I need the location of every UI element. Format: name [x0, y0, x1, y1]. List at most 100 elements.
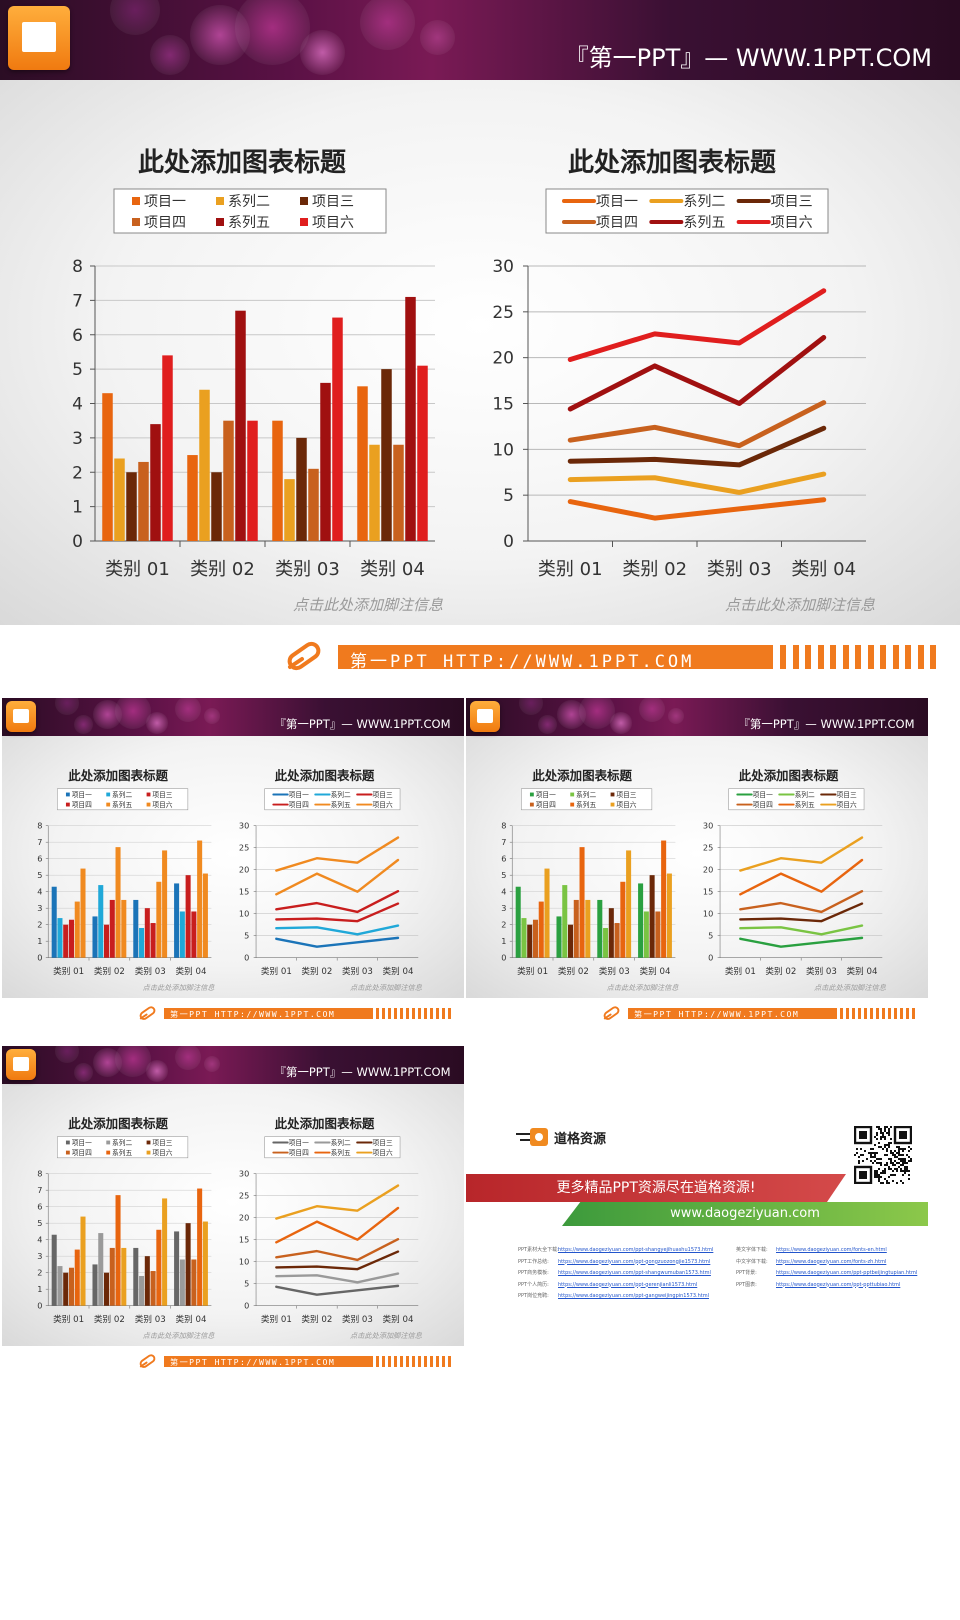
line-ytick-label: 15	[703, 887, 713, 897]
promo-link-row[interactable]: PPT背景: https://www.daogeziyuan.com/ppt-pp…	[736, 1269, 917, 1276]
slide-green: 『第一PPT』— WWW.1PPT.COM 此处添加图表标题 此处添加图表标题 项目一…	[466, 698, 928, 1032]
footer-stripe	[382, 1007, 386, 1020]
promo-link-row[interactable]: PPT素材大全下载:https://www.daogeziyuan.com/pp…	[518, 1246, 713, 1253]
daoge-logo-icon	[516, 1128, 548, 1146]
promo-link-url[interactable]: https://www.daogeziyuan.com/fonts-en.htm…	[776, 1247, 887, 1253]
line-xtick-label: 类别 01	[538, 559, 603, 580]
bar	[626, 850, 632, 958]
bar	[247, 420, 258, 541]
bar-ytick-label: 3	[501, 903, 506, 913]
line-ytick-label: 10	[239, 909, 249, 919]
bar-footnote: 点击此处添加脚注信息	[293, 596, 444, 614]
footer-stripe	[917, 645, 924, 669]
legend-swatch	[106, 802, 111, 807]
promo-link-url[interactable]: https://www.daogeziyuan.com/ppt-ppttubia…	[776, 1281, 901, 1288]
promo-link-url[interactable]: https://www.daogeziyuan.com/ppt-pptbeiji…	[776, 1270, 918, 1276]
footer-stripe	[400, 1355, 404, 1368]
legend-swatch	[106, 1140, 111, 1145]
legend-label: 系列二	[228, 194, 270, 210]
legend-swatch	[65, 802, 70, 807]
slide-blue: 『第一PPT』— WWW.1PPT.COM 此处添加图表标题 此处添加图表标题 项目一…	[2, 698, 464, 1032]
footer-stripe	[900, 1007, 904, 1020]
bar-chart-title: 此处添加图表标题	[138, 148, 347, 178]
legend-label: 项目一	[144, 194, 186, 210]
line-ytick-label: 10	[703, 909, 713, 919]
bar	[102, 393, 113, 541]
promo-link-row[interactable]: PPT商务模板: https://www.daogeziyuan.com/ppt-…	[518, 1269, 711, 1276]
promo-link-url[interactable]: https://www.daogeziyuan.com/ppt-shangwum…	[558, 1270, 711, 1276]
line-series	[739, 924, 864, 936]
footer-stripe	[894, 1007, 898, 1020]
bar-xtick-label: 类别 02	[190, 559, 255, 580]
bar	[98, 885, 104, 958]
footer-stripe	[817, 645, 824, 669]
line-chart-title: 此处添加图表标题	[568, 148, 777, 178]
legend-label: 系列五	[331, 800, 351, 809]
bar	[562, 885, 568, 958]
legend-swatch	[216, 218, 224, 226]
footer-stripe	[442, 1007, 446, 1020]
promo-link-row[interactable]: PPT个人简历: https://www.daogeziyuan.com/ppt-…	[518, 1281, 697, 1288]
bar-chart-title: 此处添加图表标题	[532, 768, 632, 784]
promo-link-row[interactable]: PPT工作总结: https://www.daogeziyuan.com/ppt-…	[518, 1258, 710, 1265]
footer-stripe	[436, 1355, 440, 1368]
bar	[197, 840, 203, 958]
bar	[98, 1233, 104, 1306]
bar	[150, 1271, 156, 1306]
line-xtick-label: 类别 03	[707, 559, 772, 580]
promo-link-row[interactable]: 中文字体下载: https://www.daogeziyuan.com/fonts…	[736, 1258, 886, 1265]
line-footnote: 点击此处添加脚注信息	[725, 596, 876, 614]
footer-url: 第一PPT HTTP://WWW.1PPT.COM	[350, 652, 695, 672]
bar	[643, 911, 649, 958]
bar-ytick-label: 0	[37, 953, 42, 963]
bar	[156, 1229, 162, 1306]
promo-link-label: PPT个人简历:	[518, 1281, 549, 1288]
bar	[521, 918, 527, 958]
promo-link-row[interactable]: PPT图表: https://www.daogeziyuan.com/ppt-pp…	[736, 1281, 900, 1288]
promo-link-url[interactable]: https://www.daogeziyuan.com/fonts-zh.htm…	[776, 1258, 887, 1265]
promo-link-url[interactable]: https://www.daogeziyuan.com/ppt-shangyej…	[558, 1247, 714, 1253]
bar	[202, 873, 208, 958]
legend-label: 项目一	[596, 194, 638, 210]
legend-label: 项目一	[72, 1139, 92, 1147]
bar	[393, 444, 404, 541]
legend-label: 项目三	[373, 1139, 393, 1147]
bar	[144, 1256, 150, 1306]
bar-ytick-label: 0	[72, 532, 83, 552]
promo-headline: 更多精品PPT资源尽在道格资源!	[556, 1180, 756, 1196]
legend-swatch	[65, 1140, 70, 1145]
footer-stripe	[858, 1007, 862, 1020]
bar-ytick-label: 8	[72, 257, 83, 277]
footer-url: 第一PPT HTTP://WWW.1PPT.COM	[633, 1008, 800, 1019]
line-legend-frame	[545, 188, 829, 234]
bar	[121, 899, 127, 958]
footer-stripe	[394, 1355, 398, 1368]
legend-swatch	[610, 802, 615, 807]
footer-stripe	[376, 1355, 380, 1368]
bar-legend-frame	[57, 788, 189, 811]
line-series	[739, 936, 864, 948]
promo-link-url[interactable]: https://www.daogeziyuan.com/ppt-gerenjia…	[558, 1281, 698, 1288]
promo-logo-text: 道格资源	[554, 1132, 607, 1147]
bar-ytick-label: 4	[37, 1235, 42, 1245]
line-series	[275, 1272, 400, 1284]
bokeh-light	[174, 698, 202, 722]
bokeh-light	[114, 698, 151, 730]
bar	[357, 386, 368, 541]
promo-url[interactable]: www.daogeziyuan.com	[670, 1206, 820, 1221]
line-ytick-label: 5	[708, 931, 713, 941]
promo-link-url[interactable]: https://www.daogeziyuan.com/ppt-gangweij…	[558, 1293, 709, 1299]
promo-link-row[interactable]: 英文字体下载: https://www.daogeziyuan.com/fonts…	[736, 1246, 887, 1253]
bokeh-light	[300, 30, 345, 75]
footer-stripe	[448, 1355, 452, 1368]
bar	[272, 420, 283, 541]
promo-link-row[interactable]: PPT岗位竞聘: https://www.daogeziyuan.com/ppt-…	[518, 1292, 709, 1299]
line-ytick-label: 10	[492, 440, 514, 460]
line-xtick-label: 类别 04	[383, 1313, 414, 1325]
bokeh-light	[54, 698, 79, 715]
slide-main: 『第一PPT』— WWW.1PPT.COM 此处添加图表标题 此处添加图表标题 项目一…	[0, 0, 960, 695]
legend-swatch	[146, 1150, 151, 1155]
promo-link-url[interactable]: https://www.daogeziyuan.com/ppt-gongzuoz…	[558, 1258, 711, 1265]
bar	[156, 881, 162, 958]
line-series	[739, 902, 864, 923]
